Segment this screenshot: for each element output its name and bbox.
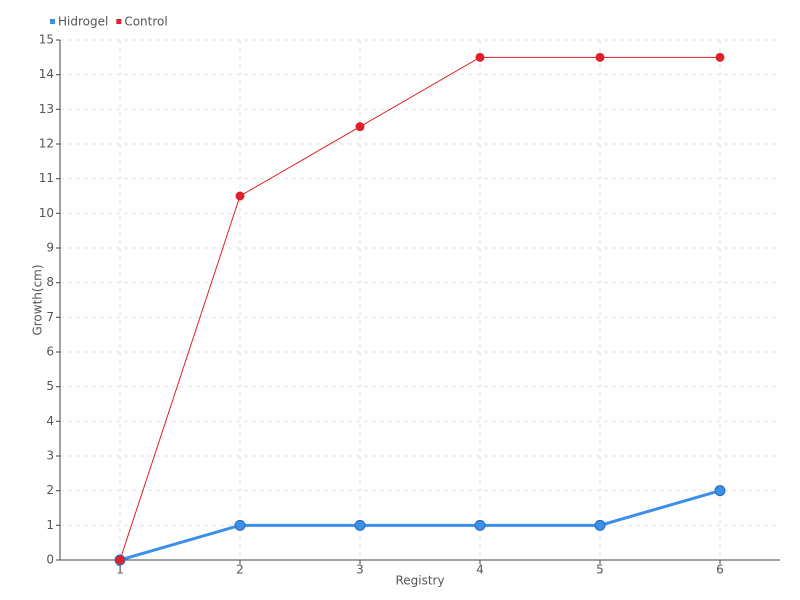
x-tick-label: 3 <box>356 563 364 577</box>
point <box>715 52 725 62</box>
point <box>595 52 605 62</box>
y-tick-label: 7 <box>46 310 54 324</box>
x-tick-label: 1 <box>116 563 124 577</box>
legend-swatch <box>50 19 55 24</box>
y-tick-label: 15 <box>39 33 54 47</box>
legend-label: Control <box>124 15 167 29</box>
y-tick-label: 14 <box>39 67 54 81</box>
x-tick-label: 6 <box>716 563 724 577</box>
y-tick-label: 5 <box>46 379 54 393</box>
point <box>235 191 245 201</box>
y-tick-label: 1 <box>46 518 54 532</box>
y-tick-label: 12 <box>39 137 54 151</box>
x-tick-label: 5 <box>596 563 604 577</box>
point <box>714 485 726 497</box>
x-tick-label: 2 <box>236 563 244 577</box>
y-axis-title: Growth(cm) <box>31 264 45 335</box>
y-tick-label: 3 <box>46 449 54 463</box>
y-tick-label: 0 <box>46 553 54 567</box>
y-tick-label: 13 <box>39 102 54 116</box>
y-tick-label: 11 <box>39 171 54 185</box>
point <box>354 519 366 531</box>
y-tick-label: 9 <box>46 241 54 255</box>
y-tick-label: 6 <box>46 345 54 359</box>
point <box>115 555 125 565</box>
legend-label: Hidrogel <box>58 15 108 29</box>
x-axis-title: Registry <box>395 574 444 588</box>
y-tick-label: 8 <box>46 275 54 289</box>
series-line <box>119 489 721 562</box>
series-line <box>119 56 720 561</box>
y-tick-label: 10 <box>39 206 54 220</box>
point <box>594 519 606 531</box>
y-tick-label: 2 <box>46 483 54 497</box>
point <box>475 52 485 62</box>
point <box>234 519 246 531</box>
x-tick-label: 4 <box>476 563 484 577</box>
point <box>355 122 365 132</box>
y-tick-label: 4 <box>46 414 54 428</box>
legend-swatch <box>116 19 122 24</box>
point <box>474 519 486 531</box>
